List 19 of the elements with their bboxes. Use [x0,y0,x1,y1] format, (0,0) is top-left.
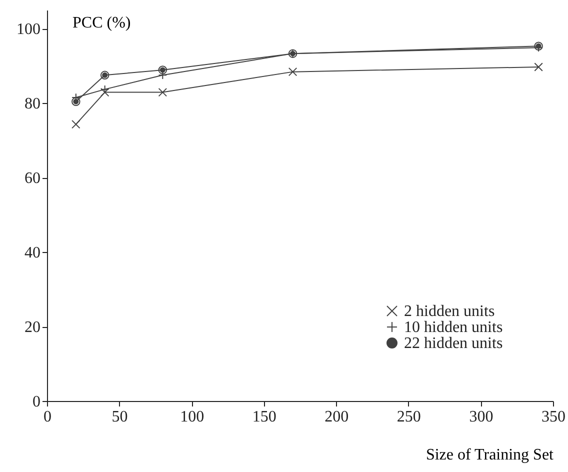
x-tick-label: 50 [112,408,128,426]
x-tick-label: 350 [542,408,566,426]
legend-label: 10 hidden units [404,319,503,336]
y-tick-label: 100 [16,21,40,38]
x-axis-title: Size of Training Set [426,446,554,464]
y-tick-label: 20 [24,319,40,336]
y-tick-label: 60 [24,170,40,188]
legend-label: 2 hidden units [404,303,495,320]
legend-label: 22 hidden units [404,335,503,352]
x-tick-label: 100 [180,408,204,426]
y-tick-label: 40 [24,244,40,262]
x-tick-label: 300 [469,408,494,426]
x-tick-label: 150 [252,408,276,426]
x-tick-label: 200 [324,408,349,426]
y-tick-label: 80 [24,96,40,113]
x-tick-label: 250 [396,408,421,426]
y-axis-title: PCC (%) [72,14,131,32]
y-tick-label: 0 [32,394,40,410]
x-tick-label: 0 [44,408,52,426]
